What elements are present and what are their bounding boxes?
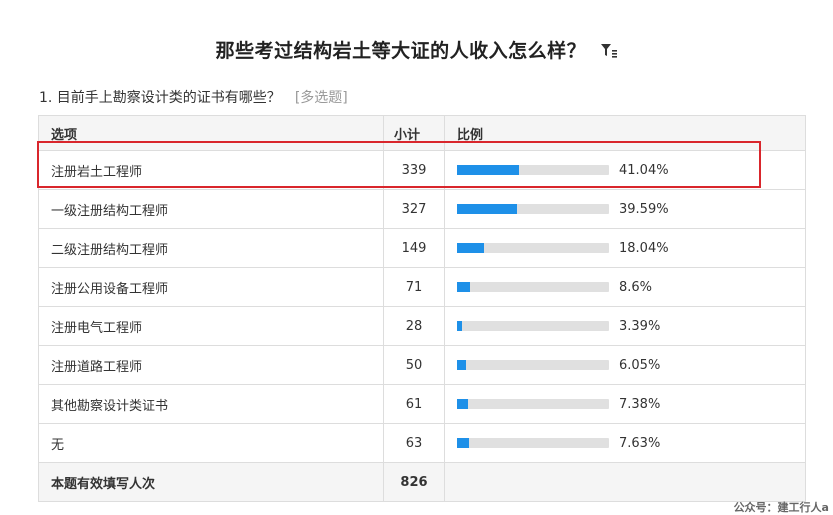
percent-bar-fill: [457, 399, 469, 409]
watermark: 公众号：建工行人a: [733, 501, 829, 514]
percent-bar-fill: [457, 243, 485, 253]
result-table: 选项 小计 比例 注册岩土工程师 339 41.04% 一级注册结构工程师 327 39.…: [38, 115, 806, 502]
percent-bar-fill: [457, 360, 467, 370]
percent-bar-fill: [457, 321, 463, 331]
option-label: 无: [38, 423, 384, 463]
percent-bar: [457, 165, 609, 175]
option-count: 149: [383, 228, 445, 268]
percent-label: 39.59%: [619, 201, 669, 217]
table-row: 注册岩土工程师 339 41.04%: [38, 150, 806, 190]
question-text: 1. 目前手上勘察设计类的证书有哪些？: [39, 90, 281, 106]
table-footer-row: 本题有效填写人次 826: [38, 462, 806, 502]
option-label: 其他勘察设计类证书: [38, 384, 384, 424]
page-title: 那些考过结构岩土等大证的人收入怎么样？: [0, 36, 833, 63]
option-label: 注册电气工程师: [38, 306, 384, 346]
option-percent-cell: 39.59%: [444, 189, 806, 229]
percent-bar: [457, 243, 609, 253]
percent-bar: [457, 321, 609, 331]
percent-label: 18.04%: [619, 240, 669, 256]
percent-label: 41.04%: [619, 162, 669, 178]
page-title-text: 那些考过结构岩土等大证的人收入怎么样？: [215, 40, 587, 62]
option-count: 71: [383, 267, 445, 307]
table-header-row: 选项 小计 比例: [38, 115, 806, 151]
table-row: 注册电气工程师 28 3.39%: [38, 306, 806, 346]
header-count: 小计: [383, 115, 445, 151]
option-count: 28: [383, 306, 445, 346]
option-label: 注册岩土工程师: [38, 150, 384, 190]
question-type: [多选题]: [294, 90, 348, 106]
percent-label: 7.38%: [619, 396, 661, 412]
table-row: 二级注册结构工程师 149 18.04%: [38, 228, 806, 268]
question-heading: 1. 目前手上勘察设计类的证书有哪些？ [多选题]: [39, 87, 348, 107]
percent-bar: [457, 438, 609, 448]
option-count: 61: [383, 384, 445, 424]
footer-total: 826: [383, 462, 445, 502]
option-percent-cell: 3.39%: [444, 306, 806, 346]
option-percent-cell: 6.05%: [444, 345, 806, 385]
percent-bar-fill: [457, 204, 518, 214]
table-row: 注册公用设备工程师 71 8.6%: [38, 267, 806, 307]
percent-bar: [457, 204, 609, 214]
percent-bar-fill: [457, 165, 520, 175]
table-row: 一级注册结构工程师 327 39.59%: [38, 189, 806, 229]
filter-icon[interactable]: [601, 41, 618, 63]
footer-empty: [444, 462, 806, 502]
option-percent-cell: 7.63%: [444, 423, 806, 463]
option-percent-cell: 41.04%: [444, 150, 806, 190]
option-percent-cell: 7.38%: [444, 384, 806, 424]
percent-label: 3.39%: [619, 318, 661, 334]
table-row: 其他勘察设计类证书 61 7.38%: [38, 384, 806, 424]
percent-label: 6.05%: [619, 357, 661, 373]
option-label: 注册公用设备工程师: [38, 267, 384, 307]
table-row: 注册道路工程师 50 6.05%: [38, 345, 806, 385]
percent-label: 8.6%: [619, 279, 653, 295]
option-count: 50: [383, 345, 445, 385]
percent-label: 7.63%: [619, 435, 661, 451]
option-label: 一级注册结构工程师: [38, 189, 384, 229]
footer-label: 本题有效填写人次: [38, 462, 384, 502]
percent-bar-fill: [457, 438, 469, 448]
header-percent: 比例: [444, 115, 806, 151]
option-count: 339: [383, 150, 445, 190]
header-option: 选项: [38, 115, 384, 151]
option-percent-cell: 8.6%: [444, 267, 806, 307]
table-row: 无 63 7.63%: [38, 423, 806, 463]
option-count: 327: [383, 189, 445, 229]
option-label: 二级注册结构工程师: [38, 228, 384, 268]
percent-bar-fill: [457, 282, 471, 292]
percent-bar: [457, 399, 609, 409]
option-count: 63: [383, 423, 445, 463]
percent-bar: [457, 360, 609, 370]
option-label: 注册道路工程师: [38, 345, 384, 385]
option-percent-cell: 18.04%: [444, 228, 806, 268]
percent-bar: [457, 282, 609, 292]
